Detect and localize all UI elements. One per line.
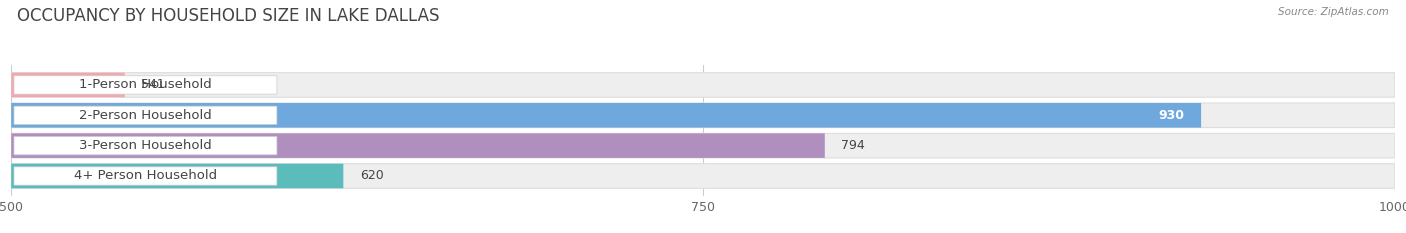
FancyBboxPatch shape — [11, 133, 825, 158]
FancyBboxPatch shape — [14, 76, 277, 94]
Text: 4+ Person Household: 4+ Person Household — [75, 169, 217, 182]
FancyBboxPatch shape — [11, 164, 343, 188]
Text: 620: 620 — [360, 169, 384, 182]
Text: 1-Person Household: 1-Person Household — [79, 79, 212, 92]
FancyBboxPatch shape — [11, 133, 1395, 158]
Text: 3-Person Household: 3-Person Household — [79, 139, 212, 152]
Text: 2-Person Household: 2-Person Household — [79, 109, 212, 122]
FancyBboxPatch shape — [11, 73, 1395, 97]
Text: 794: 794 — [841, 139, 865, 152]
FancyBboxPatch shape — [11, 103, 1395, 128]
FancyBboxPatch shape — [11, 73, 125, 97]
FancyBboxPatch shape — [14, 167, 277, 185]
FancyBboxPatch shape — [11, 103, 1201, 128]
Text: 930: 930 — [1159, 109, 1184, 122]
Text: OCCUPANCY BY HOUSEHOLD SIZE IN LAKE DALLAS: OCCUPANCY BY HOUSEHOLD SIZE IN LAKE DALL… — [17, 7, 439, 25]
FancyBboxPatch shape — [14, 137, 277, 155]
Text: Source: ZipAtlas.com: Source: ZipAtlas.com — [1278, 7, 1389, 17]
FancyBboxPatch shape — [14, 106, 277, 124]
Text: 541: 541 — [141, 79, 165, 92]
FancyBboxPatch shape — [11, 164, 1395, 188]
